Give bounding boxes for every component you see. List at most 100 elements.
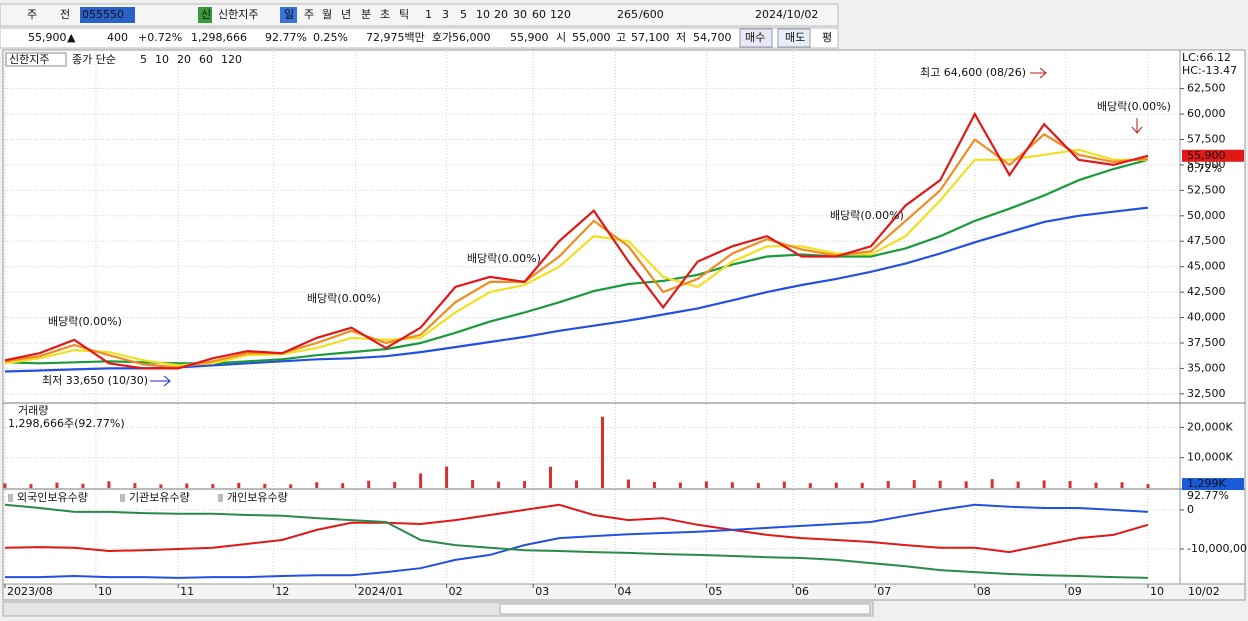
bar <box>1068 481 1072 488</box>
toolbar-item[interactable]: 월 <box>322 8 332 21</box>
annotation: 배당락(0.00%) <box>48 315 122 328</box>
x-tick-label: 12 <box>275 585 289 598</box>
bar <box>575 480 578 488</box>
bar <box>626 479 630 488</box>
toolbar-item[interactable]: 주 <box>304 8 314 21</box>
bar <box>263 483 267 488</box>
bar <box>497 481 501 488</box>
quote-item[interactable]: 매수 <box>745 31 765 44</box>
toolbar-item[interactable]: 전 <box>60 8 70 21</box>
legend-box[interactable] <box>8 494 13 502</box>
x-tick-label: 2024/01 <box>358 585 404 598</box>
quote-item: 55,900 <box>28 31 67 44</box>
y-tick-label: 50,000 <box>1187 209 1226 222</box>
last-box <box>1182 478 1244 491</box>
bar <box>237 482 241 488</box>
right-axis <box>1179 49 1246 585</box>
toolbar-item[interactable]: 신 <box>201 8 211 21</box>
x-tick-label: 10 <box>1150 585 1164 598</box>
quote-bar <box>0 27 839 49</box>
bar <box>159 484 163 488</box>
toolbar-item[interactable]: 분 <box>361 8 371 21</box>
toolbar-item[interactable]: 2024/10/02 <box>755 8 818 21</box>
series-line <box>4 503 1149 579</box>
quote-item: 56,000 <box>452 31 491 44</box>
legend-item[interactable]: 10 <box>155 53 169 66</box>
quote-item: +0.72% <box>138 31 182 44</box>
quote-item: 400 <box>107 31 128 44</box>
quote-item: 시 <box>556 31 566 44</box>
quote-item: 0.25% <box>313 31 348 44</box>
legend-item[interactable]: 5 <box>140 53 147 66</box>
bar <box>600 416 604 488</box>
toolbar-item[interactable]: 10 <box>476 8 490 21</box>
toolbar-item[interactable]: 5 <box>460 8 467 21</box>
bar <box>1094 482 1098 488</box>
x-tick-label: 05 <box>708 585 722 598</box>
bar <box>886 481 890 488</box>
price-box <box>1182 149 1244 162</box>
stock-name: 신한지주 <box>9 53 49 66</box>
quote-item: 72,975백만 <box>366 31 425 44</box>
bar <box>367 480 371 488</box>
arrow <box>1030 67 1047 79</box>
chart-layer: 주 전 055550 신 신한지주 일 주 월 년 분 초 틱 1 3 5 10 20 30 60 120 265/60… <box>3 7 1247 598</box>
price-label: 55,900 <box>1187 149 1226 162</box>
code-input[interactable] <box>80 7 135 23</box>
legend-item[interactable]: 120 <box>221 53 242 66</box>
toolbar-item[interactable]: 055550 <box>82 8 124 21</box>
legend-item[interactable]: 20 <box>177 53 191 66</box>
y-tick-label: 52,500 <box>1187 183 1226 196</box>
toolbar-item[interactable]: 초 <box>380 8 390 21</box>
bar <box>341 483 345 488</box>
bar <box>730 482 734 488</box>
quote-item[interactable]: 매도 <box>785 31 805 44</box>
series-line <box>4 503 1149 554</box>
hc-label: HC:-13.47 <box>1182 64 1237 77</box>
toolbar-item[interactable]: 틱 <box>399 8 409 21</box>
bar <box>471 480 475 488</box>
legend-item[interactable]: 60 <box>199 53 213 66</box>
stock-box <box>5 52 67 67</box>
scroll-thumb[interactable] <box>499 603 871 615</box>
bar <box>782 481 786 488</box>
toolbar-item[interactable]: 일 <box>284 7 294 21</box>
x-tick-label: 2023/08 <box>7 585 53 598</box>
sell-button[interactable] <box>777 28 811 48</box>
buy-button[interactable] <box>739 28 773 48</box>
day-button[interactable] <box>280 7 297 23</box>
toolbar-item[interactable]: 120 <box>550 8 571 21</box>
toolbar-item[interactable]: 3 <box>442 8 449 21</box>
bar <box>990 479 994 488</box>
toolbar-item[interactable]: 신한지주 <box>218 8 258 21</box>
legend-item[interactable]: 외국인보유수량 <box>17 491 88 504</box>
panel-subtitle: 1,298,666주(92.77%) <box>8 417 125 430</box>
y-tick-label: 35,000 <box>1187 361 1226 374</box>
annotation: 최저 33,650 (10/30) <box>42 374 148 387</box>
toolbar-item[interactable]: 년 <box>341 8 351 21</box>
toolbar-item[interactable]: 주 <box>27 8 37 21</box>
toolbar-item[interactable]: 1 <box>425 8 432 21</box>
toolbar-item[interactable]: 265 <box>617 8 638 21</box>
legend-box[interactable] <box>120 494 125 502</box>
bar <box>55 482 59 488</box>
x-axis <box>2 583 1246 601</box>
legend-item[interactable]: 기관보유수량 <box>129 491 190 504</box>
panel-title: 거래량 <box>18 404 48 417</box>
bar <box>315 482 319 488</box>
toolbar-item[interactable]: 60 <box>532 8 546 21</box>
legend-item[interactable]: 개인보유수량 <box>227 491 288 504</box>
toolbar-item[interactable]: 30 <box>513 8 527 21</box>
bar <box>185 483 189 488</box>
quote-item: ▲ <box>67 31 76 44</box>
toolbar-item[interactable]: 20 <box>494 8 508 21</box>
bar <box>445 466 449 488</box>
y-tick-label: 40,000 <box>1187 311 1226 324</box>
toolbar-item[interactable]: /600 <box>639 8 664 21</box>
y-tick-label: 60,000 <box>1187 107 1226 120</box>
quote-item[interactable]: 평 <box>822 31 832 44</box>
x-tick-label: 06 <box>795 585 809 598</box>
quote-item: 92.77% <box>265 31 307 44</box>
bar <box>211 484 215 488</box>
legend-box[interactable] <box>218 494 223 502</box>
